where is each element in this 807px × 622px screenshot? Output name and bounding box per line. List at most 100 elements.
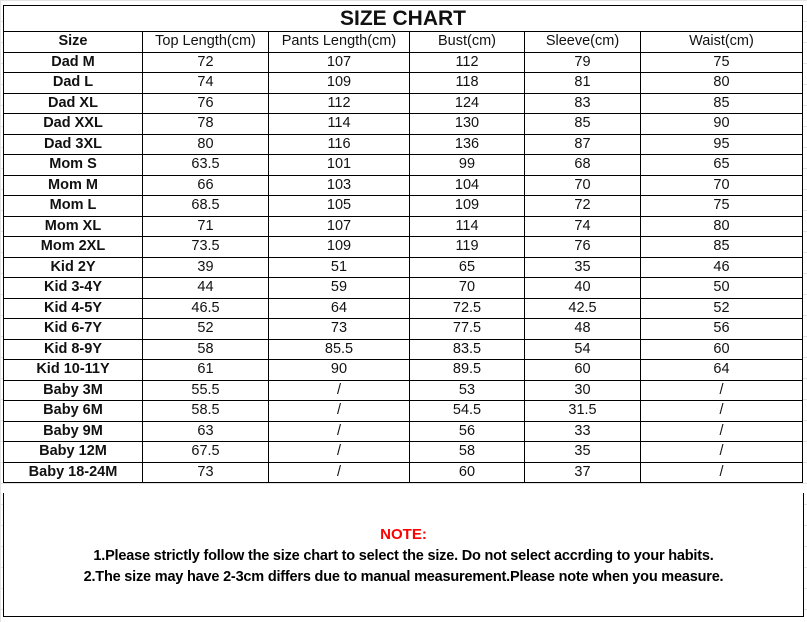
cell-top-length: 68.5 <box>142 195 269 217</box>
cell-bust: 136 <box>409 133 525 155</box>
cell-waist: 50 <box>640 277 803 299</box>
table-row: Kid 4-5Y 46.5 64 72.5 42.5 52 <box>3 297 803 319</box>
table-row: Kid 2Y 39 51 65 35 46 <box>3 256 803 278</box>
cell-size: Dad M <box>3 51 143 73</box>
cell-bust: 60 <box>409 461 525 483</box>
table-row: Mom 2XL 73.5 109 119 76 85 <box>3 236 803 258</box>
cell-bust: 109 <box>409 195 525 217</box>
cell-bust: 104 <box>409 174 525 196</box>
cell-sleeve: 60 <box>524 359 641 381</box>
cell-sleeve: 81 <box>524 72 641 94</box>
cell-sleeve: 85 <box>524 113 641 135</box>
cell-pants-length: 85.5 <box>268 338 410 360</box>
table-row: Dad 3XL 80 116 136 87 95 <box>3 133 803 155</box>
cell-top-length: 63.5 <box>142 154 269 176</box>
cell-pants-length: 59 <box>268 277 410 299</box>
cell-pants-length: / <box>268 400 410 422</box>
table-row: Baby 9M 63/56 33/ <box>3 420 803 442</box>
cell-size: Kid 3-4Y <box>3 277 143 299</box>
table-row: Dad L 74 109 118 81 80 <box>3 72 803 94</box>
cell-sleeve: 87 <box>524 133 641 155</box>
cell-pants-length: 112 <box>268 92 410 114</box>
cell-top-length: 76 <box>142 92 269 114</box>
table-row: Dad M 72 107 112 79 75 <box>3 51 803 73</box>
cell-size: Kid 10-11Y <box>3 359 143 381</box>
cell-size: Baby 9M <box>3 420 143 442</box>
cell-top-length: 58.5 <box>142 400 269 422</box>
cell-bust: 58 <box>409 441 525 463</box>
cell-bust: 89.5 <box>409 359 525 381</box>
table-row: Mom XL 71 107 114 74 80 <box>3 215 803 237</box>
cell-bust: 54.5 <box>409 400 525 422</box>
note-box: NOTE: 1.Please strictly follow the size … <box>3 493 804 617</box>
cell-bust: 118 <box>409 72 525 94</box>
note-line-1: 1.Please strictly follow the size chart … <box>93 548 714 564</box>
cell-top-length: 66 <box>142 174 269 196</box>
cell-size: Mom 2XL <box>3 236 143 258</box>
header-sleeve: Sleeve(cm) <box>524 31 641 53</box>
table-row: Mom S 63.5 101 99 68 65 <box>3 154 803 176</box>
header-bust: Bust(cm) <box>409 31 525 53</box>
cell-sleeve: 31.5 <box>524 400 641 422</box>
cell-pants-length: / <box>268 420 410 442</box>
cell-waist: 52 <box>640 297 803 319</box>
cell-sleeve: 83 <box>524 92 641 114</box>
cell-bust: 112 <box>409 51 525 73</box>
cell-size: Mom M <box>3 174 143 196</box>
cell-waist: 65 <box>640 154 803 176</box>
cell-sleeve: 40 <box>524 277 641 299</box>
cell-bust: 99 <box>409 154 525 176</box>
cell-size: Mom L <box>3 195 143 217</box>
cell-size: Baby 18-24M <box>3 461 143 483</box>
cell-size: Kid 6-7Y <box>3 318 143 340</box>
cell-top-length: 46.5 <box>142 297 269 319</box>
cell-pants-length: 116 <box>268 133 410 155</box>
cell-top-length: 72 <box>142 51 269 73</box>
cell-waist: 90 <box>640 113 803 135</box>
cell-pants-length: / <box>268 461 410 483</box>
cell-sleeve: 72 <box>524 195 641 217</box>
table-row: Dad XXL 78 114 130 85 90 <box>3 113 803 135</box>
cell-waist: 80 <box>640 215 803 237</box>
cell-size: Dad XXL <box>3 113 143 135</box>
table-row: Kid 8-9Y 58 85.5 83.5 54 60 <box>3 338 803 360</box>
cell-bust: 65 <box>409 256 525 278</box>
table-row: Baby 3M 55.5/53 30/ <box>3 379 803 401</box>
header-top-length: Top Length(cm) <box>142 31 269 53</box>
cell-size: Dad L <box>3 72 143 94</box>
cell-waist: 70 <box>640 174 803 196</box>
cell-pants-length: 101 <box>268 154 410 176</box>
cell-top-length: 73 <box>142 461 269 483</box>
cell-waist: 95 <box>640 133 803 155</box>
cell-top-length: 55.5 <box>142 379 269 401</box>
cell-pants-length: / <box>268 441 410 463</box>
cell-top-length: 73.5 <box>142 236 269 258</box>
cell-size: Mom XL <box>3 215 143 237</box>
cell-pants-length: 109 <box>268 236 410 258</box>
cell-pants-length: 105 <box>268 195 410 217</box>
cell-size: Baby 6M <box>3 400 143 422</box>
cell-waist: 85 <box>640 236 803 258</box>
cell-waist: 75 <box>640 195 803 217</box>
cell-top-length: 58 <box>142 338 269 360</box>
cell-bust: 130 <box>409 113 525 135</box>
cell-sleeve: 42.5 <box>524 297 641 319</box>
cell-pants-length: 109 <box>268 72 410 94</box>
cell-bust: 77.5 <box>409 318 525 340</box>
cell-waist: 60 <box>640 338 803 360</box>
cell-top-length: 80 <box>142 133 269 155</box>
header-row: Size Top Length(cm) Pants Length(cm) Bus… <box>3 31 803 53</box>
cell-size: Dad 3XL <box>3 133 143 155</box>
cell-waist: / <box>640 441 803 463</box>
cell-sleeve: 74 <box>524 215 641 237</box>
cell-bust: 119 <box>409 236 525 258</box>
header-waist: Waist(cm) <box>640 31 803 53</box>
cell-pants-length: 103 <box>268 174 410 196</box>
cell-sleeve: 35 <box>524 256 641 278</box>
cell-waist: / <box>640 461 803 483</box>
cell-sleeve: 30 <box>524 379 641 401</box>
cell-sleeve: 37 <box>524 461 641 483</box>
cell-waist: 85 <box>640 92 803 114</box>
cell-pants-length: 64 <box>268 297 410 319</box>
cell-top-length: 44 <box>142 277 269 299</box>
